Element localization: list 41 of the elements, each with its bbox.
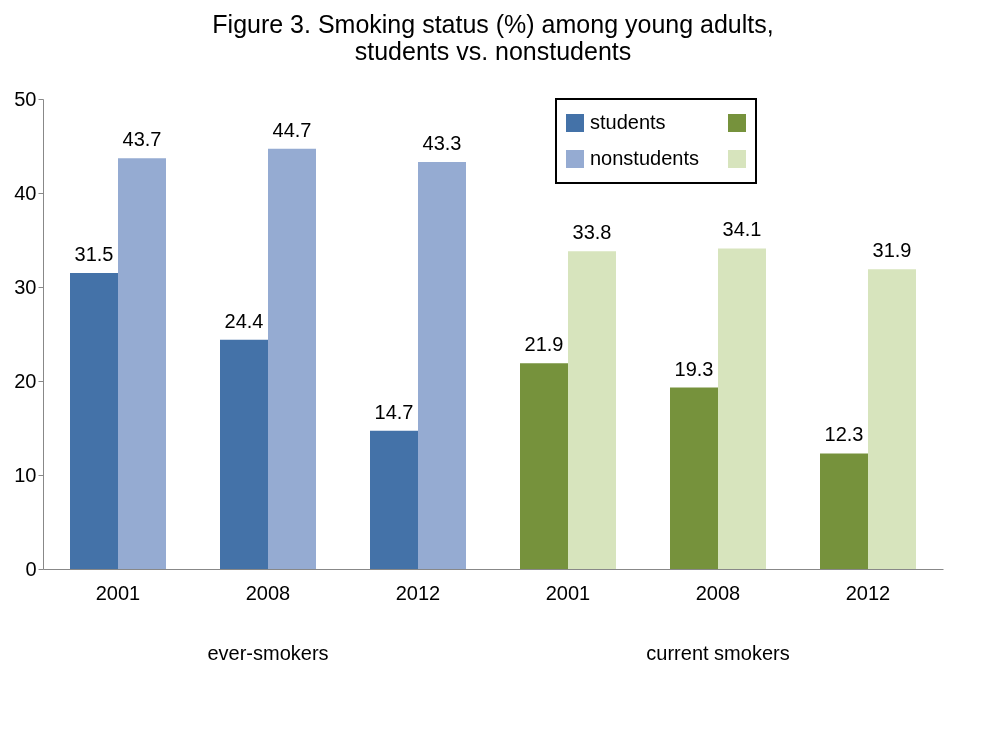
bar bbox=[370, 430, 418, 569]
bar bbox=[670, 387, 718, 569]
bar bbox=[520, 363, 568, 569]
x-tick-label: 2001 bbox=[545, 581, 591, 604]
data-label: 44.7 bbox=[272, 118, 312, 141]
chart-title: Figure 3. Smoking status (%) among young adults, students vs. nonstudents bbox=[212, 10, 774, 65]
data-label: 12.3 bbox=[824, 423, 864, 446]
data-label: 43.7 bbox=[122, 128, 162, 151]
data-label: 21.9 bbox=[524, 333, 564, 356]
data-label: 31.5 bbox=[74, 242, 114, 265]
y-tick-label: 40 bbox=[14, 181, 37, 204]
x-tick-label: 2012 bbox=[395, 581, 441, 604]
bar bbox=[268, 148, 316, 569]
data-label: 14.7 bbox=[374, 400, 414, 423]
x-tick-label: 2012 bbox=[845, 581, 891, 604]
legend-label: students bbox=[590, 111, 666, 133]
x-tick-label: 2001 bbox=[95, 581, 141, 604]
data-label: 43.3 bbox=[422, 131, 462, 154]
text: current smokers bbox=[646, 642, 790, 664]
y-tick-label: 10 bbox=[14, 463, 37, 486]
data-label: 34.1 bbox=[722, 218, 762, 241]
bar bbox=[868, 269, 916, 569]
data-label: 33.8 bbox=[572, 221, 612, 244]
y-tick-label: 0 bbox=[25, 557, 37, 580]
bar bbox=[718, 248, 766, 569]
data-label: 24.4 bbox=[224, 309, 264, 332]
y-tick-label: 20 bbox=[14, 369, 37, 392]
y-tick-label: 50 bbox=[14, 87, 37, 110]
data-label: 19.3 bbox=[674, 357, 714, 380]
x-tick-label: 2008 bbox=[695, 581, 741, 604]
bar bbox=[418, 161, 466, 569]
bar bbox=[820, 453, 868, 569]
bar bbox=[118, 158, 166, 569]
text: ever-smokers bbox=[207, 642, 329, 664]
bar bbox=[220, 339, 268, 569]
bar bbox=[568, 251, 616, 569]
legend-label: nonstudents bbox=[590, 147, 699, 169]
y-tick-label: 30 bbox=[14, 275, 37, 298]
x-tick-label: 2008 bbox=[245, 581, 291, 604]
data-label: 31.9 bbox=[872, 239, 912, 262]
bar bbox=[70, 272, 118, 569]
